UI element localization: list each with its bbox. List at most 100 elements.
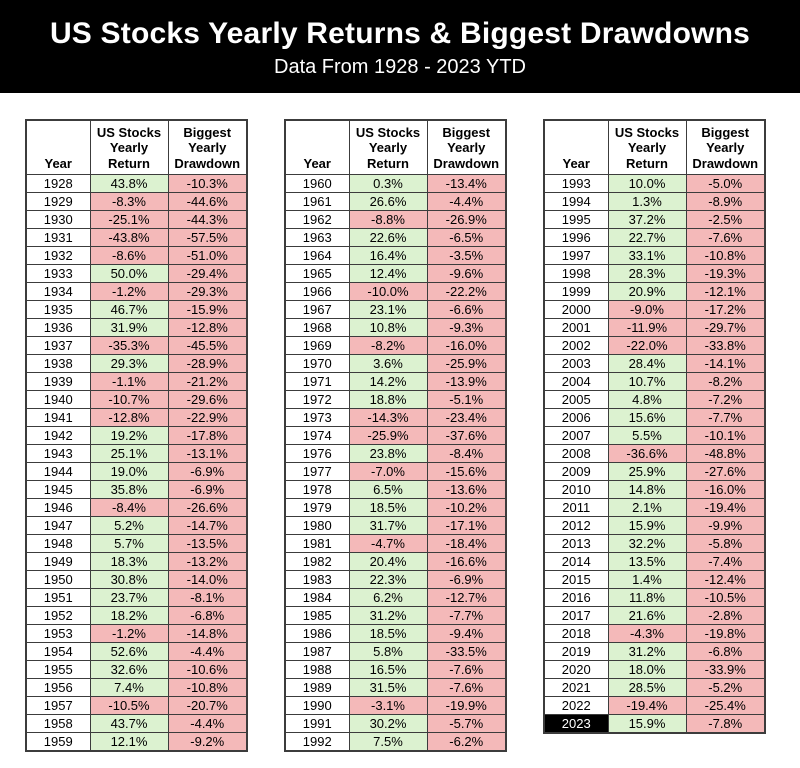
return-cell: -35.3% xyxy=(89,336,169,355)
drawdown-cell: -10.1% xyxy=(685,426,766,445)
year-cell: 1954 xyxy=(25,642,91,661)
year-cell: 1945 xyxy=(25,480,91,499)
return-cell: 23.8% xyxy=(348,444,428,463)
drawdown-cell: -45.5% xyxy=(167,336,248,355)
year-cell: 2021 xyxy=(543,678,609,697)
table-row: 1949 18.3% -13.2% xyxy=(25,552,248,571)
year-cell: 1962 xyxy=(284,210,350,229)
drawdown-cell: -28.9% xyxy=(167,354,248,373)
return-cell: -10.5% xyxy=(89,696,169,715)
table-row: 1984 6.2% -12.7% xyxy=(284,588,507,607)
drawdown-cell: -6.8% xyxy=(167,606,248,625)
return-cell: -25.9% xyxy=(348,426,428,445)
year-cell: 1980 xyxy=(284,516,350,535)
return-cell: 5.2% xyxy=(89,516,169,535)
drawdown-cell: -33.9% xyxy=(685,660,766,679)
table-row: 1947 5.2% -14.7% xyxy=(25,516,248,535)
return-cell: 22.7% xyxy=(607,228,687,247)
drawdown-cell: -7.7% xyxy=(426,606,507,625)
table-row: 2022 -19.4% -25.4% xyxy=(543,696,766,715)
year-cell: 1956 xyxy=(25,678,91,697)
drawdown-cell: -7.6% xyxy=(426,660,507,679)
table-row: 1945 35.8% -6.9% xyxy=(25,480,248,499)
table-row: 1977 -7.0% -15.6% xyxy=(284,462,507,481)
year-cell: 1992 xyxy=(284,732,350,752)
return-cell: 18.2% xyxy=(89,606,169,625)
drawdown-cell: -14.8% xyxy=(167,624,248,643)
year-cell: 2007 xyxy=(543,426,609,445)
drawdown-cell: -5.7% xyxy=(426,714,507,733)
drawdown-cell: -19.3% xyxy=(685,264,766,283)
return-cell: 22.6% xyxy=(348,228,428,247)
table-row: 1965 12.4% -9.6% xyxy=(284,264,507,283)
return-cell: 12.1% xyxy=(89,732,169,752)
drawdown-cell: -22.9% xyxy=(167,408,248,427)
year-cell: 2022 xyxy=(543,696,609,715)
drawdown-cell: -44.6% xyxy=(167,192,248,211)
year-cell: 1957 xyxy=(25,696,91,715)
table-row: 1962 -8.8% -26.9% xyxy=(284,210,507,229)
year-cell: 1929 xyxy=(25,192,91,211)
return-cell: 29.3% xyxy=(89,354,169,373)
drawdown-cell: -10.8% xyxy=(167,678,248,697)
year-cell: 2015 xyxy=(543,570,609,589)
year-cell: 1932 xyxy=(25,246,91,265)
year-cell: 1938 xyxy=(25,354,91,373)
header-row: Year US Stocks Yearly Return Biggest Yearl… xyxy=(543,119,766,175)
table-row: 2021 28.5% -5.2% xyxy=(543,678,766,697)
year-cell: 1937 xyxy=(25,336,91,355)
drawdown-cell: -10.2% xyxy=(426,498,507,517)
return-cell: 52.6% xyxy=(89,642,169,661)
return-cell: -14.3% xyxy=(348,408,428,427)
year-cell: 2008 xyxy=(543,444,609,463)
year-cell: 2018 xyxy=(543,624,609,643)
drawdown-cell: -5.2% xyxy=(685,678,766,697)
table-row: 1991 30.2% -5.7% xyxy=(284,714,507,733)
table-row: 1979 18.5% -10.2% xyxy=(284,498,507,517)
table-row: 2003 28.4% -14.1% xyxy=(543,354,766,373)
return-cell: 31.9% xyxy=(89,318,169,337)
year-cell: 1993 xyxy=(543,174,609,193)
return-cell: 3.6% xyxy=(348,354,428,373)
return-cell: 19.2% xyxy=(89,426,169,445)
year-cell: 2006 xyxy=(543,408,609,427)
drawdown-cell: -29.7% xyxy=(685,318,766,337)
return-cell: 23.7% xyxy=(89,588,169,607)
table-row: 2008 -36.6% -48.8% xyxy=(543,444,766,463)
return-cell: -8.3% xyxy=(89,192,169,211)
return-cell: 21.6% xyxy=(607,606,687,625)
return-cell: 18.5% xyxy=(348,498,428,517)
return-cell: 1.3% xyxy=(607,192,687,211)
table-row: 1993 10.0% -5.0% xyxy=(543,174,766,193)
table-row: 1996 22.7% -7.6% xyxy=(543,228,766,247)
return-cell: -22.0% xyxy=(607,336,687,355)
year-cell: 1990 xyxy=(284,696,350,715)
return-cell: 10.7% xyxy=(607,372,687,391)
drawdown-cell: -29.4% xyxy=(167,264,248,283)
year-cell-highlighted: 2023 xyxy=(543,714,609,734)
table-row: 1994 1.3% -8.9% xyxy=(543,192,766,211)
table-row: 1972 18.8% -5.1% xyxy=(284,390,507,409)
drawdown-cell: -7.6% xyxy=(685,228,766,247)
year-cell: 1942 xyxy=(25,426,91,445)
table-row: 2019 31.2% -6.8% xyxy=(543,642,766,661)
table-row: 1942 19.2% -17.8% xyxy=(25,426,248,445)
table-row: 1970 3.6% -25.9% xyxy=(284,354,507,373)
drawdown-cell: -4.4% xyxy=(167,642,248,661)
return-cell: 5.7% xyxy=(89,534,169,553)
table-row: 1989 31.5% -7.6% xyxy=(284,678,507,697)
table-row: 1940 -10.7% -29.6% xyxy=(25,390,248,409)
return-cell: 31.2% xyxy=(607,642,687,661)
year-cell: 1981 xyxy=(284,534,350,553)
drawdown-cell: -18.4% xyxy=(426,534,507,553)
drawdown-cell: -9.4% xyxy=(426,624,507,643)
drawdown-cell: -33.5% xyxy=(426,642,507,661)
drawdown-cell: -10.5% xyxy=(685,588,766,607)
year-cell: 2016 xyxy=(543,588,609,607)
return-cell: -10.0% xyxy=(348,282,428,301)
table-row: 1976 23.8% -8.4% xyxy=(284,444,507,463)
drawdown-cell: -5.0% xyxy=(685,174,766,193)
return-cell: -19.4% xyxy=(607,696,687,715)
tables-container: Year US Stocks Yearly Return Biggest Yearl… xyxy=(0,93,800,752)
return-cell: 31.5% xyxy=(348,678,428,697)
